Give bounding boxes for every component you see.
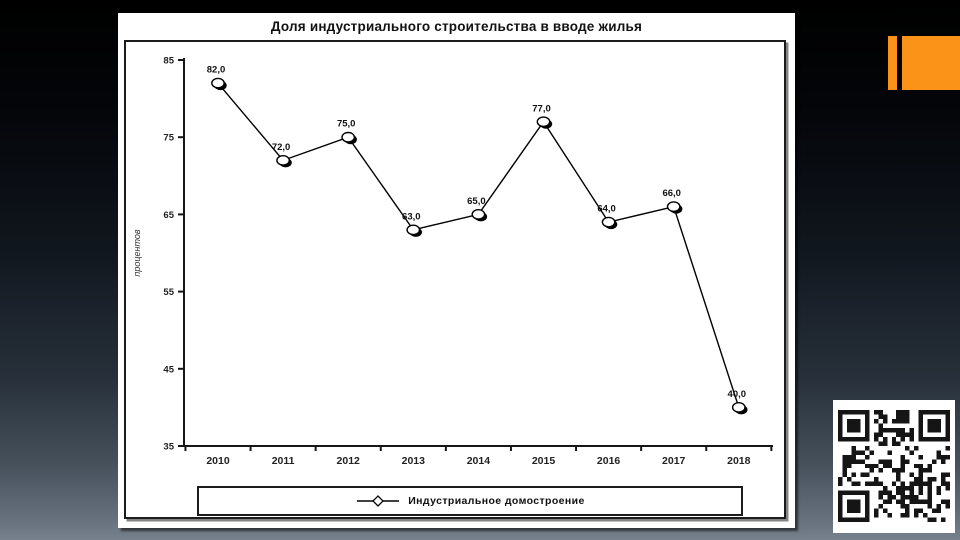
data-point-label: 72,0 (272, 142, 291, 153)
data-point-label: 77,0 (532, 103, 551, 114)
y-tick-label: 85 (163, 56, 174, 67)
x-tick-label: 2015 (532, 455, 556, 467)
legend-line-diamond-icon (357, 495, 400, 507)
x-tick-label: 2017 (662, 455, 686, 467)
data-point-label: 65,0 (467, 196, 486, 207)
x-tick-label: 2014 (467, 455, 491, 467)
data-point-label: 40,0 (728, 389, 747, 400)
y-tick-label: 45 (163, 364, 174, 375)
legend-series-label: Индустриальное домостроение (408, 495, 585, 507)
data-point-marker (341, 131, 356, 143)
x-tick-label: 2011 (272, 455, 295, 467)
data-point-marker (211, 77, 225, 89)
qr-code-pattern (838, 410, 950, 522)
accent-bar-thin (888, 36, 897, 90)
data-point-label: 75,0 (337, 119, 356, 130)
chart-panel: Доля индустриального строительства в вво… (118, 13, 795, 528)
data-point-label: 63,0 (402, 211, 421, 222)
data-point-label: 64,0 (597, 204, 616, 215)
x-tick-label: 2010 (206, 455, 230, 467)
chart-frame: 35 45 55 65 75 85 2010 2011 2012 2013 2014 2015 2016… (124, 40, 786, 519)
x-tick-label: 2016 (597, 455, 621, 467)
data-point-marker (276, 154, 291, 166)
accent-bar-wide (902, 36, 960, 90)
data-point-marker (536, 116, 551, 128)
x-tick-label: 2018 (727, 455, 751, 467)
y-tick-label: 35 (163, 442, 174, 453)
chart-legend: Индустриальное домостроение (197, 486, 743, 516)
y-tick-label: 75 (163, 133, 174, 144)
y-tick-label: 65 (163, 210, 174, 221)
y-tick-label: 55 (163, 287, 174, 298)
line-chart-plot: 35 45 55 65 75 85 2010 2011 2012 2013 2014 2015 2016… (132, 56, 773, 467)
data-point-marker (471, 208, 486, 220)
data-point-marker (666, 201, 681, 213)
series-line (217, 82, 740, 408)
chart-title: Доля индустриального строительства в вво… (270, 19, 643, 34)
data-point-label: 82,0 (207, 65, 226, 76)
data-point-marker (406, 224, 421, 236)
data-point-marker (601, 216, 616, 228)
data-point-label: 66,0 (662, 188, 681, 199)
data-point-marker (731, 401, 746, 413)
x-tick-label: 2012 (337, 455, 361, 467)
qr-code (833, 400, 955, 533)
x-tick-label: 2013 (402, 455, 426, 467)
y-axis-title: процентов (132, 229, 142, 276)
axis-lines (183, 58, 773, 447)
